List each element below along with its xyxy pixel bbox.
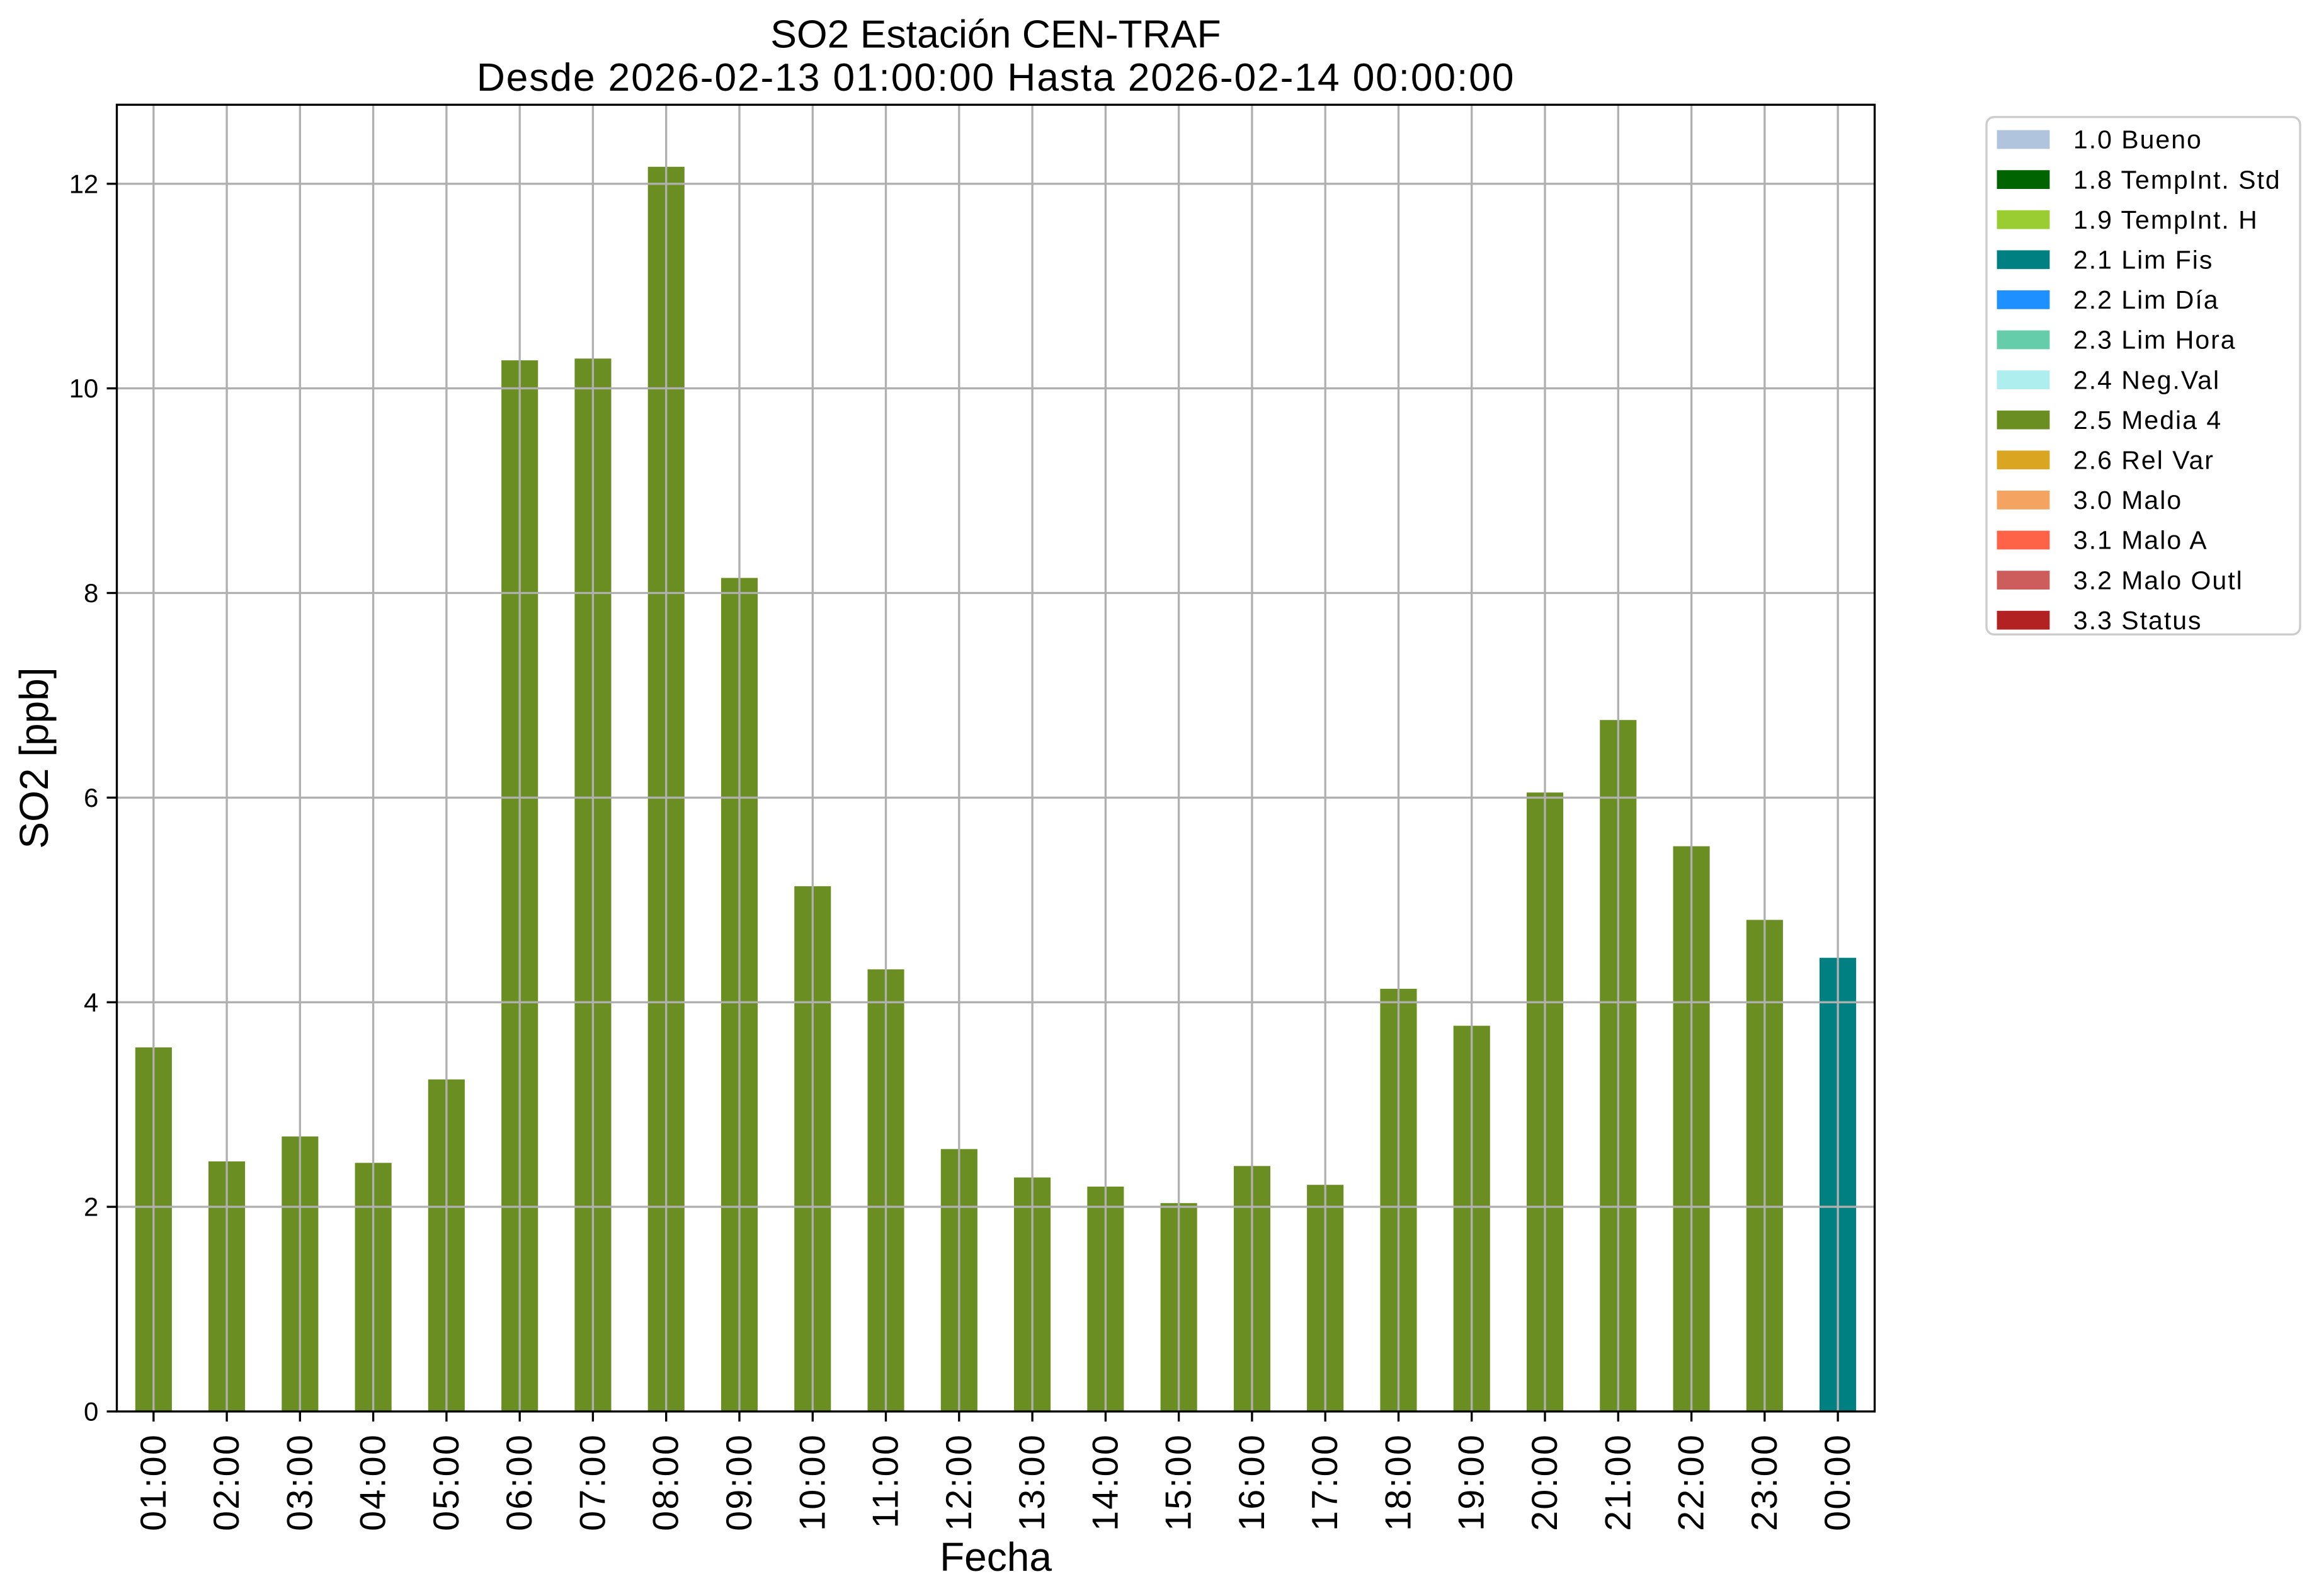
svg-text:2.5 Media 4: 2.5 Media 4 bbox=[2073, 406, 2222, 435]
svg-text:13:00: 13:00 bbox=[1012, 1434, 1052, 1531]
svg-text:19:00: 19:00 bbox=[1452, 1434, 1492, 1531]
svg-text:18:00: 18:00 bbox=[1379, 1434, 1419, 1531]
svg-text:2.6 Rel Var: 2.6 Rel Var bbox=[2073, 446, 2214, 475]
svg-text:Desde 2026-02-13 01:00:00 Hast: Desde 2026-02-13 01:00:00 Hasta 2026-02-… bbox=[477, 55, 1515, 100]
svg-text:10:00: 10:00 bbox=[792, 1434, 833, 1531]
svg-text:2.2 Lim Día: 2.2 Lim Día bbox=[2073, 285, 2219, 314]
svg-text:2.3 Lim Hora: 2.3 Lim Hora bbox=[2073, 326, 2236, 355]
svg-text:12: 12 bbox=[69, 169, 99, 198]
svg-text:1.8 TempInt. Std: 1.8 TempInt. Std bbox=[2073, 165, 2281, 194]
svg-text:09:00: 09:00 bbox=[719, 1434, 760, 1531]
svg-text:01:00: 01:00 bbox=[134, 1434, 174, 1531]
svg-text:21:00: 21:00 bbox=[1598, 1434, 1638, 1531]
svg-text:05:00: 05:00 bbox=[426, 1434, 467, 1531]
svg-text:11:00: 11:00 bbox=[866, 1434, 906, 1529]
svg-text:22:00: 22:00 bbox=[1672, 1434, 1712, 1531]
svg-text:3.2 Malo Outl: 3.2 Malo Outl bbox=[2073, 566, 2243, 595]
svg-text:15:00: 15:00 bbox=[1159, 1434, 1199, 1531]
svg-text:8: 8 bbox=[84, 578, 98, 608]
svg-text:04:00: 04:00 bbox=[353, 1434, 394, 1531]
svg-text:06:00: 06:00 bbox=[499, 1434, 540, 1531]
svg-text:16:00: 16:00 bbox=[1232, 1434, 1272, 1531]
svg-text:3.0 Malo: 3.0 Malo bbox=[2073, 486, 2182, 515]
svg-text:SO2 [ppb]: SO2 [ppb] bbox=[11, 667, 57, 848]
svg-text:2.4 Neg.Val: 2.4 Neg.Val bbox=[2073, 365, 2220, 394]
svg-text:1.9 TempInt. H: 1.9 TempInt. H bbox=[2073, 205, 2259, 234]
svg-text:3.1 Malo A: 3.1 Malo A bbox=[2073, 526, 2208, 555]
svg-text:10: 10 bbox=[69, 373, 99, 403]
svg-text:08:00: 08:00 bbox=[646, 1434, 687, 1531]
svg-text:23:00: 23:00 bbox=[1745, 1434, 1785, 1531]
svg-text:12:00: 12:00 bbox=[939, 1434, 979, 1531]
svg-text:6: 6 bbox=[84, 783, 98, 812]
svg-text:02:00: 02:00 bbox=[207, 1434, 247, 1531]
svg-text:1.0 Bueno: 1.0 Bueno bbox=[2073, 125, 2202, 154]
svg-text:20:00: 20:00 bbox=[1525, 1434, 1565, 1531]
svg-text:07:00: 07:00 bbox=[573, 1434, 613, 1531]
svg-text:4: 4 bbox=[84, 988, 98, 1017]
svg-text:0: 0 bbox=[84, 1397, 98, 1427]
svg-text:Fecha: Fecha bbox=[940, 1534, 1052, 1580]
svg-text:2.1 Lim Fis: 2.1 Lim Fis bbox=[2073, 246, 2214, 275]
svg-text:14:00: 14:00 bbox=[1085, 1434, 1125, 1531]
svg-text:17:00: 17:00 bbox=[1305, 1434, 1345, 1531]
svg-text:SO2 Estación CEN-TRAF: SO2 Estación CEN-TRAF bbox=[770, 12, 1221, 56]
svg-text:3.3 Status: 3.3 Status bbox=[2073, 606, 2202, 635]
svg-text:00:00: 00:00 bbox=[1818, 1434, 1858, 1531]
svg-text:2: 2 bbox=[84, 1192, 98, 1222]
svg-text:03:00: 03:00 bbox=[280, 1434, 320, 1531]
